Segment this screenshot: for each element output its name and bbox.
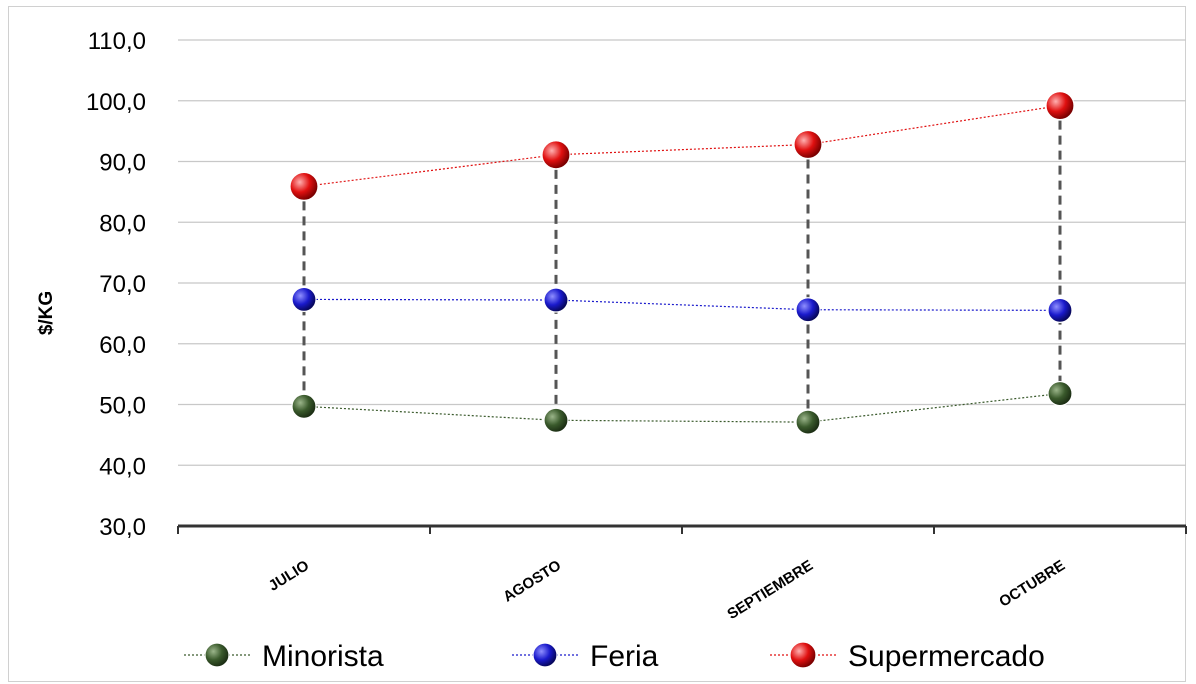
y-tick-label: 80,0 — [99, 210, 146, 237]
y-tick-label: 100,0 — [86, 89, 146, 116]
legend-marker — [789, 641, 817, 669]
x-category-label: JULIO — [266, 557, 313, 595]
data-point — [291, 393, 317, 419]
series-minorista — [291, 380, 1073, 435]
legend-label: Supermercado — [848, 640, 1045, 673]
data-point — [541, 140, 571, 170]
series-line — [303, 105, 1061, 188]
x-category-label: AGOSTO — [500, 557, 564, 606]
data-point — [543, 407, 569, 433]
data-point — [1045, 91, 1075, 121]
legend-label: Feria — [590, 640, 659, 673]
series-line — [303, 298, 1061, 311]
data-point — [1047, 380, 1073, 407]
y-tick-label: 70,0 — [99, 271, 146, 298]
series-group — [289, 91, 1075, 435]
y-tick-label: 40,0 — [99, 453, 146, 480]
high-low-lines — [302, 105, 1062, 423]
data-point — [291, 286, 317, 313]
y-tick-label: 60,0 — [99, 332, 146, 359]
legend-marker — [204, 642, 230, 668]
axis-labels: $/KG 30,0 40,0 50,0 60,0 70,0 80,0 90,0 100,0 11… — [36, 28, 1068, 623]
y-tick-label: 110,0 — [88, 28, 146, 55]
y-tick-label: 50,0 — [99, 393, 146, 420]
data-point — [1047, 297, 1073, 323]
data-point — [795, 409, 821, 435]
y-tick-label: 90,0 — [99, 150, 146, 177]
legend-marker — [532, 642, 558, 668]
y-tick-label: 30,0 — [99, 514, 146, 541]
series-line — [303, 392, 1061, 423]
series-supermercado — [289, 91, 1075, 202]
series-feria — [291, 286, 1073, 323]
legend-item: Feria — [512, 640, 659, 673]
x-category-label: OCTUBRE — [996, 557, 1068, 611]
data-point — [543, 287, 569, 313]
data-point — [289, 171, 319, 202]
legend: Minorista Feria Supermercado — [184, 640, 1045, 673]
data-point — [793, 129, 823, 160]
legend-item: Minorista — [184, 640, 384, 673]
legend-label: Minorista — [262, 640, 384, 673]
gridlines — [178, 39, 1186, 466]
legend-item: Supermercado — [770, 640, 1045, 673]
y-axis-title: $/KG — [36, 291, 57, 335]
data-point — [795, 297, 821, 323]
axes — [177, 524, 1187, 534]
x-category-label: SEPTIEMBRE — [724, 557, 816, 623]
